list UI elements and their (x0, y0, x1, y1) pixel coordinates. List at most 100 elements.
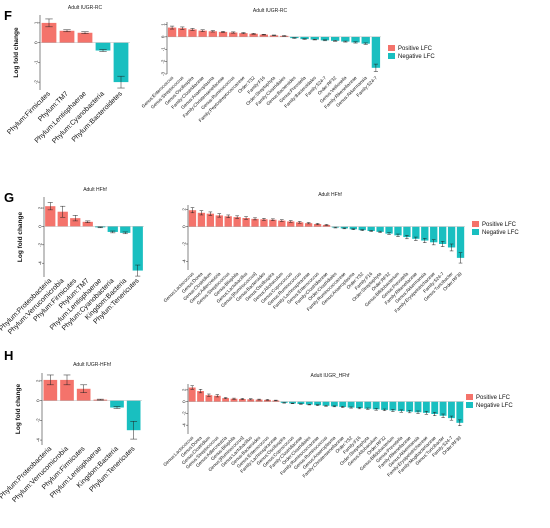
bar-negative (456, 226, 465, 258)
y-tick-label: 0 (38, 225, 43, 228)
legend-label-negative: Negative LFC (398, 54, 435, 60)
bar-positive (222, 398, 230, 402)
bar-positive (260, 219, 268, 227)
bar-positive (206, 213, 215, 227)
bar-negative (300, 36, 309, 40)
bar-positive (197, 212, 206, 227)
bar-positive (269, 219, 277, 227)
bar-negative (314, 401, 322, 406)
bar-positive (218, 31, 228, 37)
bar-negative (341, 36, 350, 42)
y-tick-label: -2 (182, 242, 187, 246)
bar-positive (264, 399, 271, 402)
bar-positive (41, 22, 57, 43)
legend: Positive LFC Negative LFC (388, 45, 435, 60)
y-axis-label: Log fold change (15, 384, 22, 435)
bar-negative (367, 226, 375, 231)
bar-negative (120, 226, 131, 233)
bar-positive (70, 218, 81, 227)
y-tick-label: 2 (182, 208, 187, 211)
bar-negative (356, 401, 363, 409)
y-tick-label: 1 (161, 23, 166, 26)
y-tick-label: -2 (182, 411, 187, 415)
y-tick-label: 0 (36, 399, 41, 402)
bar-negative (372, 401, 380, 410)
chart-title: Adult IUGR-RC (253, 8, 288, 14)
legend-label-positive: Positive LFC (398, 46, 433, 52)
legend-label-positive: Positive LFC (476, 395, 511, 401)
bar-negative (422, 401, 430, 413)
y-tick-label: 0 (182, 400, 187, 403)
y-tick-label: -1 (34, 60, 39, 64)
y-tick-label: 2 (182, 388, 187, 391)
y-tick-label: -2 (34, 80, 39, 84)
bar-negative (351, 36, 360, 43)
y-tick-label: 0 (161, 35, 166, 38)
bar-negative (280, 401, 288, 403)
bar-positive (82, 221, 93, 227)
bar-negative (421, 226, 429, 241)
bar-positive (167, 27, 177, 37)
bar-negative (361, 36, 370, 44)
bar-negative (403, 226, 411, 238)
bar-positive (255, 399, 263, 402)
bar-positive (269, 35, 279, 37)
bar-negative (448, 401, 455, 419)
panel-letter-f: F (4, 8, 12, 23)
bar-positive (213, 395, 221, 402)
y-tick-label: -4 (36, 438, 41, 442)
bar-positive (278, 220, 286, 227)
bar-negative (95, 42, 111, 51)
chart-g-big: Adult HFhf20-2-4Genus:LactococcusGenus:D… (163, 192, 520, 314)
chart-h-big: Adult IUGR_HFhf20-2-4Genus:LactococcusGe… (162, 373, 513, 479)
bar-negative (297, 401, 305, 404)
bar-negative (330, 36, 340, 41)
bar-negative (310, 36, 319, 40)
chart-title: Adult IUGR-RC (68, 5, 103, 11)
bar-negative (439, 401, 447, 416)
bar-positive (178, 28, 187, 37)
y-tick-label: -2 (36, 418, 41, 422)
bar-positive (188, 387, 196, 402)
bar-negative (431, 401, 439, 414)
chart-title: Adult IUGR-HFhf (73, 362, 111, 368)
legend-swatch-positive (472, 221, 479, 227)
bar-negative (406, 401, 414, 412)
bar-positive (229, 32, 238, 37)
bar-positive (224, 216, 232, 227)
bar-negative (447, 226, 456, 248)
bar-negative (456, 401, 464, 423)
panel-letter-h: H (4, 348, 13, 363)
chart-title: Adult IUGR_HFhf (311, 373, 351, 379)
bar-negative (376, 226, 384, 232)
bar-positive (251, 218, 259, 227)
bar-positive (230, 398, 238, 402)
bar-positive (77, 32, 93, 43)
bar-negative (132, 226, 143, 271)
bar-positive (304, 223, 313, 227)
bar-negative (394, 226, 402, 236)
bar-positive (287, 221, 295, 227)
bar-positive (249, 33, 258, 37)
y-tick-label: 2 (36, 379, 41, 382)
bar-positive (76, 388, 91, 401)
legend-swatch-negative (388, 53, 395, 59)
y-axis-label: Log fold change (13, 27, 20, 78)
legend-label-positive: Positive LFC (482, 222, 517, 228)
y-tick-label: -4 (182, 423, 187, 427)
bar-negative (107, 226, 118, 232)
legend-label-negative: Negative LFC (476, 403, 513, 409)
y-tick-label: -4 (182, 259, 187, 263)
bar-negative (330, 401, 338, 407)
bar-negative (381, 401, 388, 410)
chart-f-big: Adult IUGR-RC10-1-2-3Genus:EnterococcusG… (141, 8, 436, 123)
bar-negative (430, 226, 438, 243)
y-tick-label: -4 (38, 261, 43, 265)
bar-positive (247, 399, 255, 402)
bar-negative (358, 226, 366, 231)
legend-swatch-negative (472, 229, 479, 235)
legend-swatch-positive (388, 45, 395, 51)
